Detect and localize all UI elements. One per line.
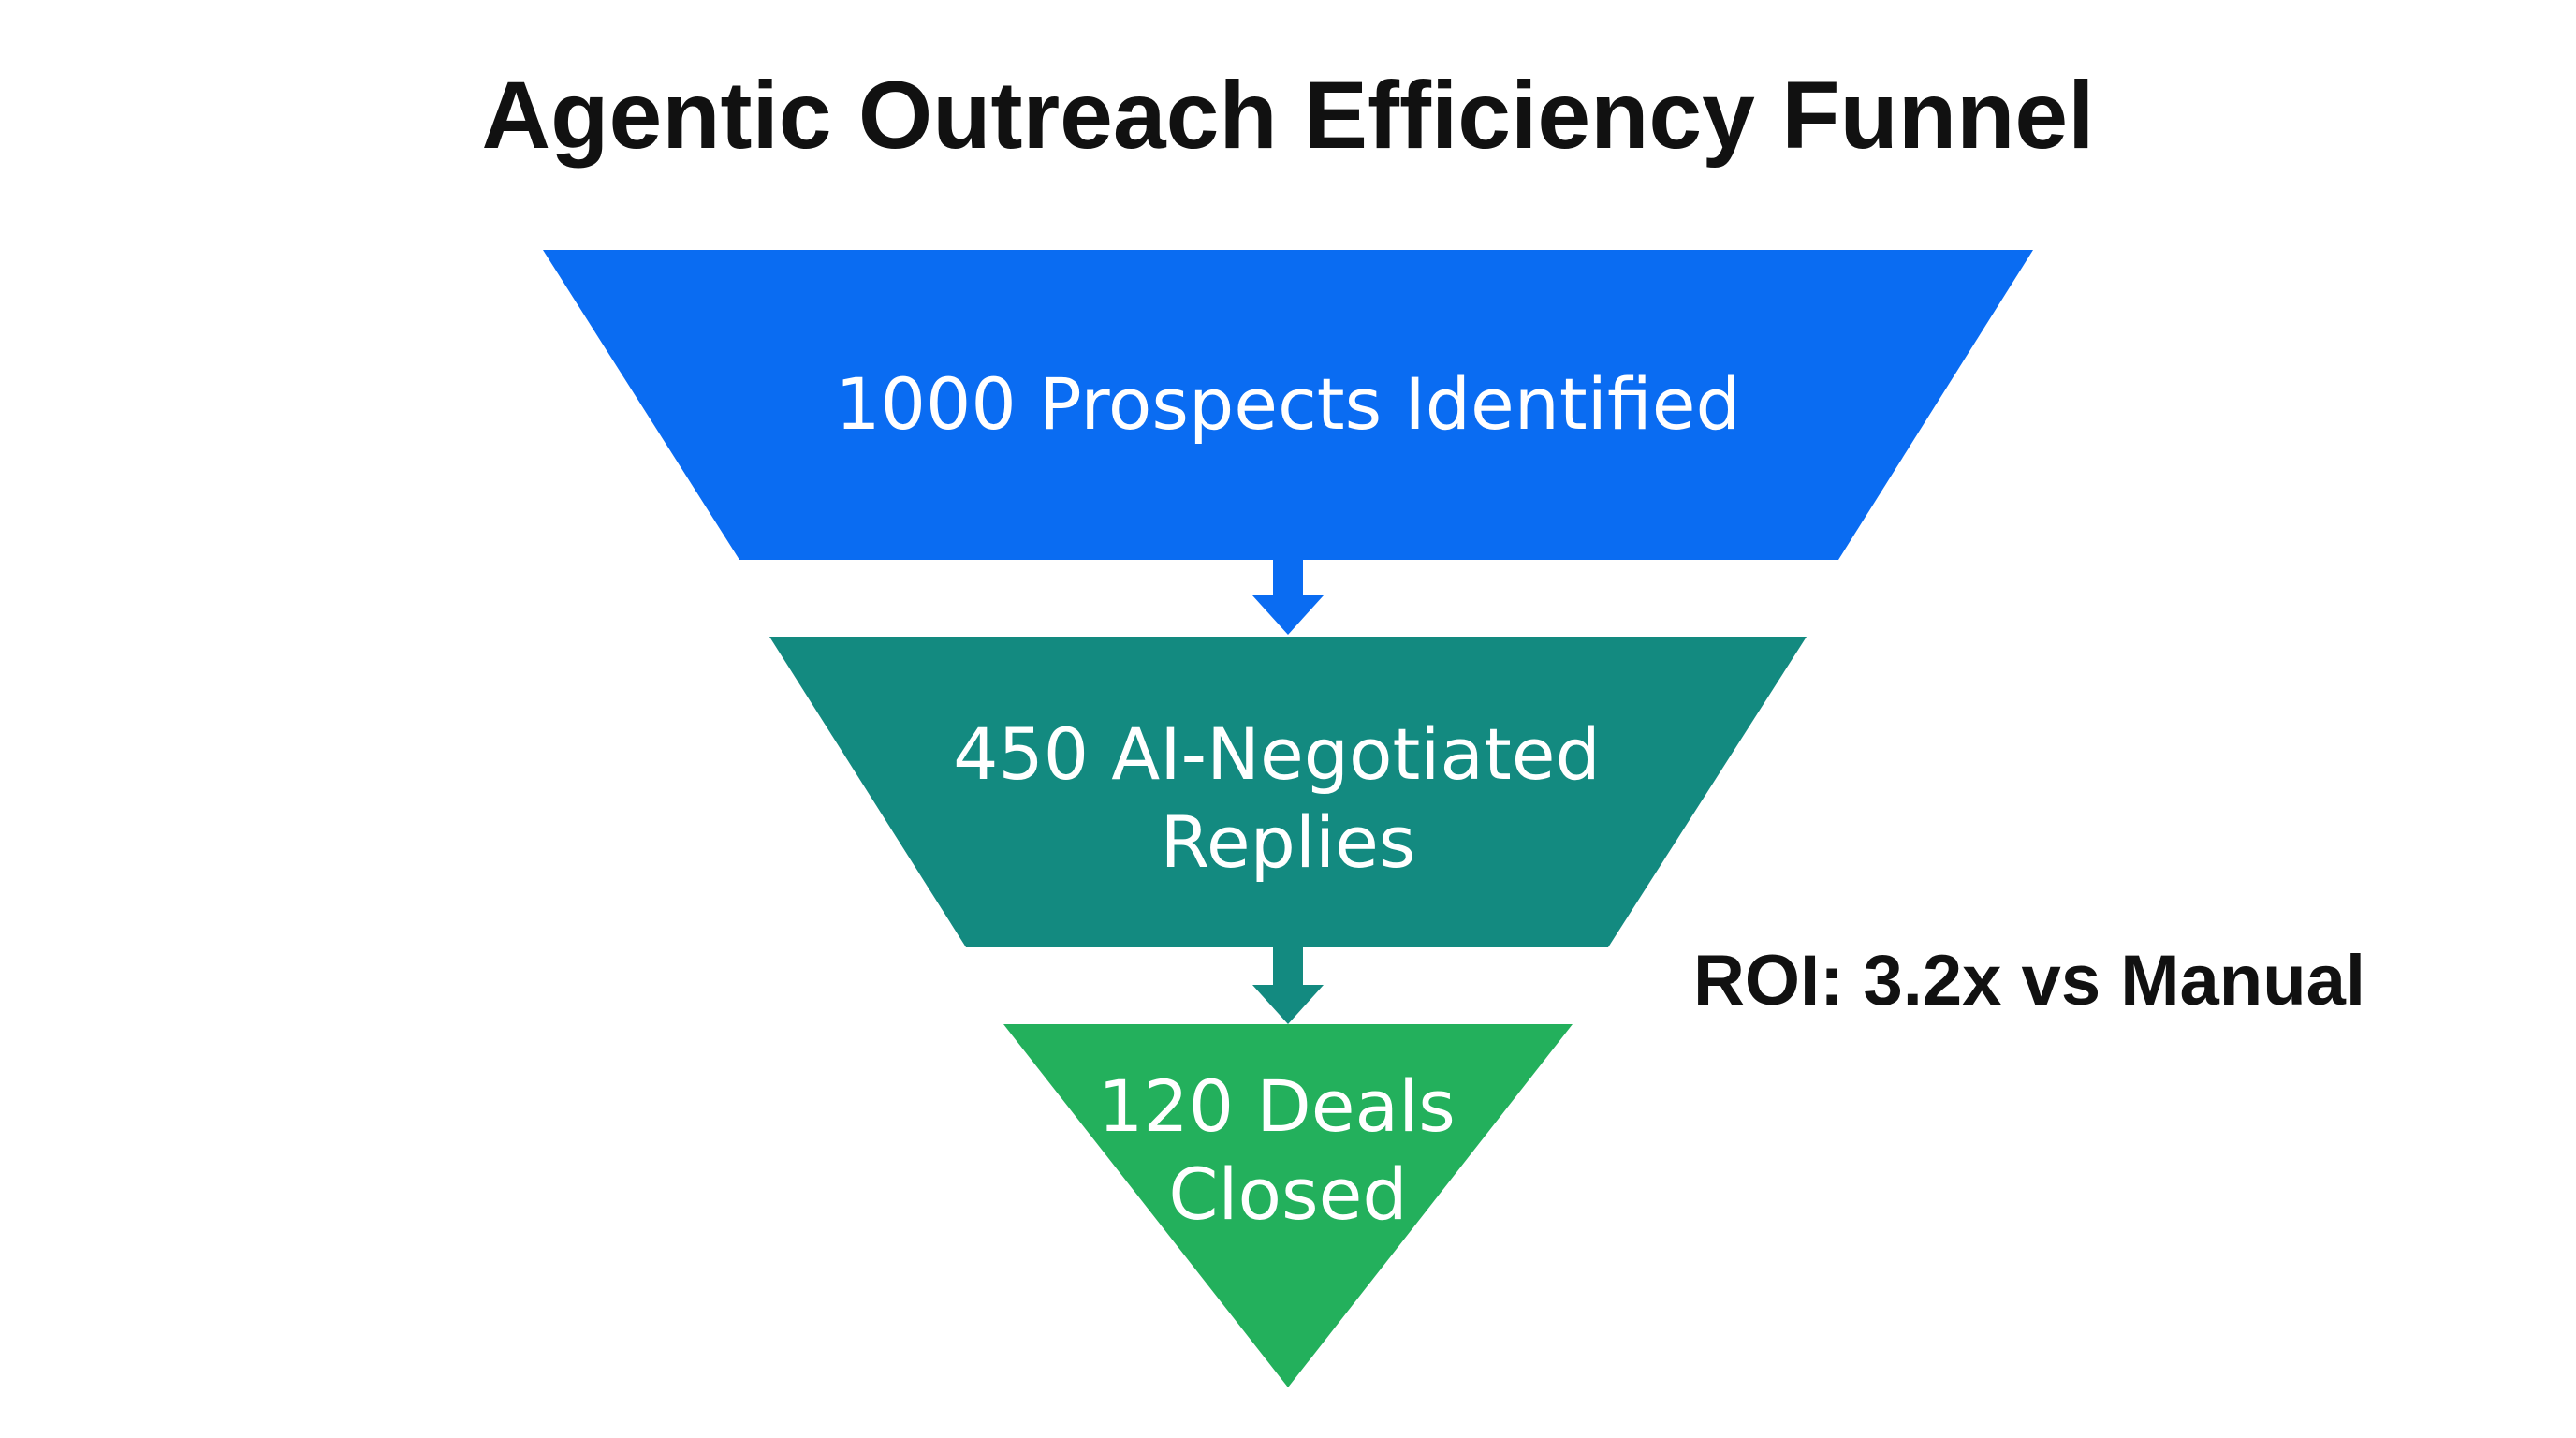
- roi-annotation: ROI: 3.2x vs Manual: [1693, 941, 2365, 1020]
- stage-deals-label: 120 Deals Closed: [1098, 1064, 1478, 1236]
- arrow-head: [1252, 985, 1324, 1024]
- arrow-down-icon: [1252, 947, 1324, 1024]
- stage-replies-label: 450 AI-Negotiated Replies: [953, 712, 1623, 884]
- funnel-stage-replies: [769, 637, 1807, 947]
- arrow-down-icon: [1252, 560, 1324, 635]
- stage-prospects-line-1: 1000 Prospects Identified: [835, 362, 1740, 446]
- arrow-shaft: [1273, 560, 1303, 595]
- funnel-stage-deals: [1003, 1024, 1573, 1387]
- stage-prospects-label: 1000 Prospects Identified: [835, 362, 1740, 446]
- arrow-shaft: [1273, 947, 1303, 985]
- stage-replies-line-2: Replies: [1161, 800, 1416, 884]
- diagram-title: Agentic Outreach Efficiency Funnel: [482, 62, 2095, 169]
- stage-deals-line-2: Closed: [1168, 1152, 1407, 1236]
- stage-deals-line-1: 120 Deals: [1098, 1064, 1456, 1148]
- arrow-head: [1252, 595, 1324, 635]
- funnel-stage-prospects: [543, 250, 2033, 560]
- stage-replies-line-1: 450 AI-Negotiated: [953, 712, 1601, 796]
